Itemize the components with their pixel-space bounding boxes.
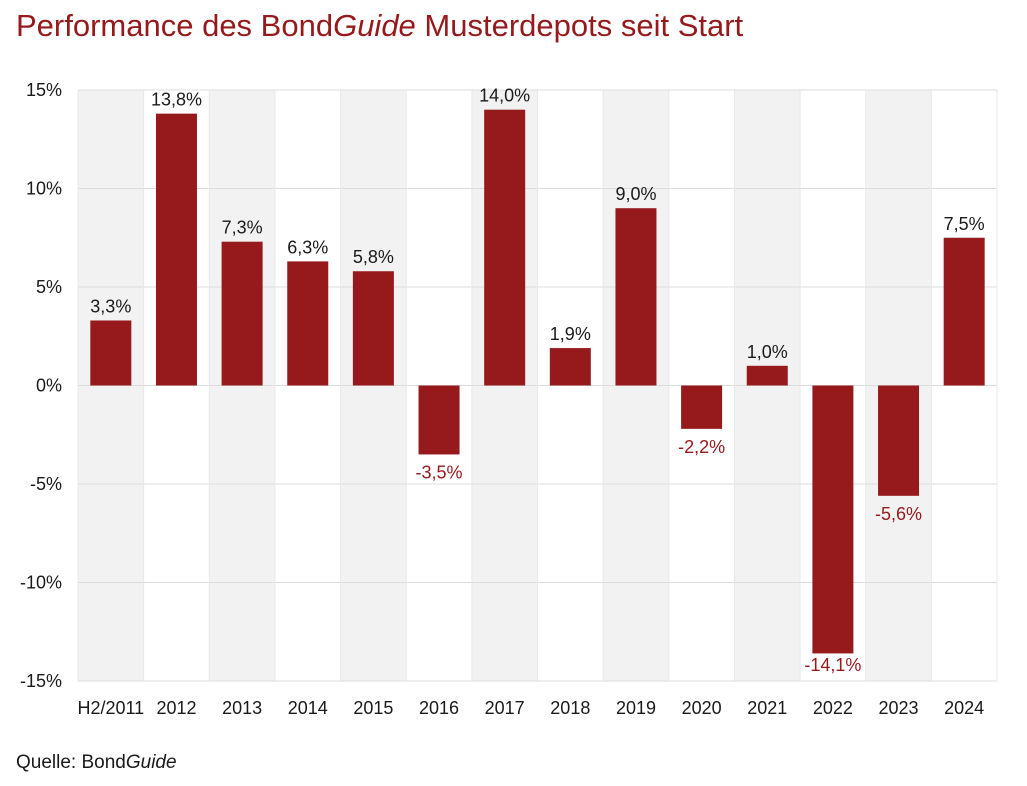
bar — [549, 348, 591, 386]
data-label: 3,3% — [90, 296, 131, 316]
bar — [484, 109, 526, 386]
gridlines — [77, 89, 998, 682]
x-tick-label: 2015 — [353, 698, 393, 718]
source-note: Quelle: BondGuide — [16, 752, 177, 774]
x-tick-label: 2019 — [616, 698, 656, 718]
source-italic: Guide — [125, 752, 177, 773]
x-tick-label: 2016 — [419, 698, 459, 718]
data-label: -3,5% — [416, 462, 463, 482]
chart-title-italic: Guide — [333, 8, 416, 43]
x-tick-label: 2024 — [944, 698, 984, 718]
x-axis-ticks: H2/2011 2012 2013 2014 2015 2016 2017 2018 2019 2… — [77, 698, 984, 718]
bar — [943, 237, 985, 386]
bar — [878, 385, 920, 496]
bar — [287, 261, 329, 386]
bar — [615, 208, 657, 386]
x-tick-label: 2013 — [222, 698, 262, 718]
data-label: 14,0% — [479, 86, 530, 106]
data-label: 13,8% — [151, 90, 202, 110]
bar — [352, 271, 394, 386]
chart-title: Performance des BondGuide Musterdepots s… — [16, 8, 743, 44]
data-label: 1,0% — [747, 342, 788, 362]
bar — [418, 385, 460, 455]
y-tick-label: 5% — [36, 277, 62, 297]
chart-title-prefix: Performance des Bond — [16, 8, 334, 43]
chart-title-suffix: Musterdepots seit Start — [415, 8, 744, 43]
bar — [155, 113, 197, 386]
bar — [90, 320, 132, 386]
x-tick-label: 2017 — [485, 698, 525, 718]
data-label: 5,8% — [353, 247, 394, 267]
bar — [681, 385, 723, 429]
data-label: -5,6% — [875, 504, 922, 524]
data-label: 1,9% — [550, 324, 591, 344]
data-label: 6,3% — [287, 237, 328, 257]
y-tick-label: 10% — [26, 179, 62, 199]
x-tick-label: 2023 — [879, 698, 919, 718]
bars — [90, 109, 985, 654]
y-tick-label: -10% — [20, 573, 62, 593]
data-label: -14,1% — [804, 655, 861, 675]
x-tick-label: 2012 — [156, 698, 196, 718]
x-tick-label: H2/2011 — [77, 698, 144, 718]
bar — [746, 365, 788, 386]
x-tick-label: 2018 — [550, 698, 590, 718]
x-tick-label: 2021 — [747, 698, 787, 718]
y-tick-label: -5% — [30, 474, 62, 494]
y-tick-label: 15% — [26, 80, 62, 100]
y-axis-ticks: 15% 10% 5% 0% -5% -10% -15% — [20, 80, 62, 691]
bar — [221, 241, 263, 386]
data-label: 7,5% — [944, 214, 985, 234]
x-tick-label: 2014 — [288, 698, 328, 718]
x-tick-label: 2020 — [682, 698, 722, 718]
source-prefix: Quelle: Bond — [16, 752, 126, 773]
data-label: -2,2% — [678, 437, 725, 457]
y-tick-label: -15% — [20, 671, 62, 691]
data-label: 7,3% — [222, 218, 263, 238]
data-label: 9,0% — [615, 184, 656, 204]
x-tick-label: 2022 — [813, 698, 853, 718]
y-tick-label: 0% — [36, 376, 62, 396]
bar — [812, 385, 854, 654]
data-labels: 3,3% 13,8% 7,3% 6,3% 5,8% -3,5% 14,0% 1,9% 9,0% -… — [90, 86, 984, 675]
